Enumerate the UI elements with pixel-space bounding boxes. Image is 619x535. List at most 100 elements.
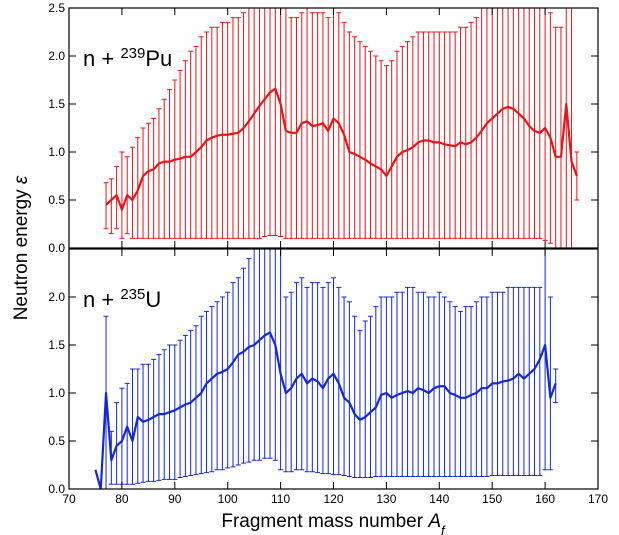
x-axis-label: Fragment mass number Af (221, 511, 446, 535)
error-bar (494, 8, 500, 239)
error-bar (426, 296, 432, 478)
error-bar (156, 354, 162, 481)
error-bar (452, 31, 458, 239)
error-bar (357, 330, 363, 478)
error-bar (151, 117, 157, 239)
plot-area (103, 8, 580, 248)
error-bar (463, 26, 469, 239)
error-bar (346, 31, 352, 239)
y-axis-label-text: Neutron energy (11, 184, 32, 320)
error-bar (299, 12, 305, 239)
error-bar (420, 291, 426, 478)
error-bar (172, 344, 178, 480)
error-bar (378, 296, 384, 478)
error-bar (405, 286, 411, 478)
error-bar (505, 8, 511, 239)
error-bar (399, 45, 405, 239)
error-bar (114, 402, 120, 485)
error-bar (389, 60, 395, 239)
error-bar (516, 8, 522, 239)
error-bar (156, 108, 162, 239)
y-tick-label: 0.5 (48, 193, 65, 207)
error-bar (410, 36, 416, 239)
annotation-element: Pu (145, 46, 172, 71)
error-bar (399, 291, 405, 478)
error-bar (124, 382, 130, 485)
error-bar (383, 65, 389, 239)
error-bar (230, 282, 236, 468)
error-bar (468, 21, 474, 239)
error-bar (447, 31, 453, 239)
error-bar (420, 31, 426, 239)
error-bar (272, 249, 278, 461)
error-bar (532, 286, 538, 477)
error-bar (161, 98, 167, 239)
error-bar (278, 249, 284, 471)
error-bar (108, 178, 114, 235)
x-tick-label: 120 (323, 492, 343, 506)
y-tick-label: 2.0 (48, 49, 65, 63)
error-bar (241, 12, 247, 239)
error-bar (547, 12, 553, 244)
annotation-text: n + (83, 287, 120, 312)
error-bar (283, 8, 289, 239)
error-bar (135, 368, 141, 484)
x-tick-label: 140 (429, 492, 449, 506)
error-bar (368, 315, 374, 478)
annotation: n + 239Pu (83, 45, 172, 72)
error-bar (204, 31, 210, 239)
data-line (105, 87, 578, 211)
error-bar (352, 36, 358, 239)
y-tick-label: 1.0 (48, 386, 65, 400)
error-bar (288, 17, 294, 239)
error-bar (457, 310, 463, 478)
error-bar (352, 315, 358, 478)
error-bar (182, 334, 188, 478)
error-bar (235, 277, 241, 466)
error-bar (235, 17, 241, 239)
error-bar (415, 291, 421, 478)
error-bar (251, 249, 257, 461)
error-bar (500, 8, 506, 239)
annotation-superscript: 239 (120, 45, 145, 62)
error-bar (447, 301, 453, 478)
error-bar (272, 8, 278, 237)
x-tick-label: 70 (62, 492, 76, 506)
error-bar (304, 286, 310, 473)
error-bar (214, 301, 220, 471)
error-bar (468, 306, 474, 478)
error-bar (293, 17, 299, 239)
error-bar (151, 358, 157, 482)
x-axis-label-subscript: f (441, 523, 446, 535)
error-bar (484, 8, 490, 239)
error-bar (331, 8, 336, 239)
error-bar (177, 339, 183, 478)
error-bar (479, 8, 485, 239)
error-bar (193, 45, 199, 239)
error-bar (209, 26, 215, 239)
error-bar (510, 8, 516, 239)
error-bar (246, 8, 252, 239)
error-bar (309, 282, 315, 473)
error-bar (140, 363, 146, 483)
error-bar (320, 286, 326, 475)
error-bar (537, 286, 543, 477)
x-tick-label: 110 (271, 492, 290, 506)
error-bar (373, 306, 379, 478)
error-bar (442, 31, 448, 239)
error-bar (463, 306, 469, 478)
error-bar (500, 291, 506, 477)
error-bar (103, 182, 109, 230)
error-bar (145, 363, 151, 482)
error-bar (526, 286, 532, 477)
error-bar (373, 55, 379, 239)
error-bar (219, 21, 225, 239)
error-bar (182, 60, 188, 239)
y-tick-label: 1.5 (48, 97, 65, 111)
error-bar (177, 69, 183, 239)
x-tick-label: 150 (482, 492, 502, 506)
error-bar (225, 291, 231, 469)
error-bar (325, 17, 331, 239)
error-bar (457, 26, 463, 239)
